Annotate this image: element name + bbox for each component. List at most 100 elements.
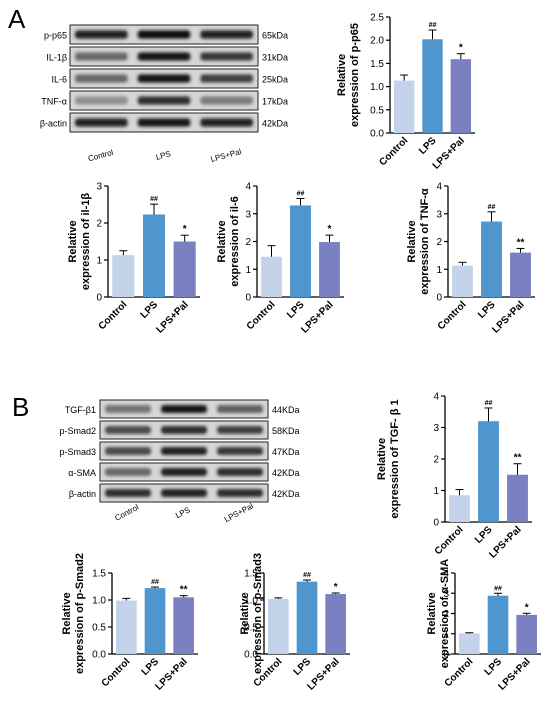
- bar-psmad3-0: [268, 598, 289, 654]
- x-tick-label-il1b-1: LPS: [139, 299, 161, 321]
- y-tick-label-psmad3-2: 1.0: [244, 596, 258, 607]
- blot-band-b-2-2: [217, 447, 263, 455]
- bar-il6-0: [261, 256, 282, 297]
- x-tick-label-tnfa-0: Control: [436, 299, 469, 332]
- significance-mark-il1b-2: *: [183, 224, 187, 235]
- y-axis-label-psmad2-0: Relative: [61, 592, 73, 634]
- western-blot-b-svg: TGF-β1 44KDa p-Smad2 58KDa p-Smad3 47KDa α-SMA…: [59, 399, 300, 524]
- bar-il1b-2: [173, 241, 196, 297]
- significance-mark-psmad3-1: ##: [303, 572, 311, 579]
- blot-band-a-0-0: [75, 30, 128, 39]
- y-tick-label-il1b-2: 2: [96, 219, 102, 230]
- blot-band-a-2-0: [75, 74, 128, 83]
- x-tick-label-il6-0: Control: [245, 299, 278, 332]
- y-axis-label-il6-1: expression of il-6: [229, 196, 241, 286]
- blot-kda-b-4: 42KDa: [272, 489, 300, 499]
- bar-il6-2: [319, 242, 340, 297]
- x-tick-label-asma-1: LPS: [483, 656, 505, 678]
- panel-label-b: B: [12, 392, 30, 422]
- y-axis-label-tnfa-1: expression of TNF-α: [419, 188, 431, 295]
- blot-lane-b-0: Control: [113, 503, 140, 523]
- blot-band-b-1-1: [161, 426, 207, 434]
- blot-lane-b-2: LPS+Pal: [223, 501, 255, 524]
- blot-band-a-1-0: [75, 52, 128, 61]
- significance-mark-asma-1: ##: [494, 585, 502, 592]
- bar-il1b-1: [142, 214, 166, 297]
- blot-band-b-2-0: [105, 447, 151, 455]
- y-axis-label-psmad3-1: expression of p-Smad3: [252, 553, 264, 674]
- y-tick-label-asma-3: 3: [443, 589, 449, 600]
- panel-label-a: A: [8, 4, 26, 34]
- blot-band-a-0-2: [200, 30, 253, 39]
- blot-band-a-4-1: [137, 118, 191, 127]
- blot-band-b-1-2: [217, 426, 263, 434]
- blot-band-a-3-0: [75, 96, 128, 105]
- blot-band-a-3-1: [137, 96, 191, 105]
- y-axis-label-il1b-1: expression of il-1β: [80, 193, 92, 290]
- y-tick-label-asma-2: 2: [443, 609, 449, 620]
- blot-lane-a-0: Control: [87, 148, 114, 163]
- blot-label-b-4: β-actin: [69, 489, 96, 499]
- blot-band-b-3-1: [161, 468, 207, 476]
- significance-mark-il1b-1: ##: [150, 196, 158, 203]
- x-tick-label-psmad2-0: Control: [100, 656, 133, 689]
- chart-psmad3: 0.0 0.5 1.0 1.5 Relative expression of p-Smad…: [239, 553, 350, 693]
- blot-kda-a-4: 42kDa: [262, 119, 288, 129]
- blot-kda-a-0: 65kDa: [262, 31, 288, 41]
- significance-mark-psmad2-2: **: [180, 585, 188, 596]
- blot-band-a-2-1: [137, 74, 191, 83]
- significance-mark-tnfa-1: ##: [488, 204, 496, 211]
- y-tick-label-il6-0: 0: [245, 293, 251, 304]
- western-blot-a: p-p65 65kDa IL-1β 31kDa IL-6 25kDa TNF-α 17kDa β…: [0, 0, 550, 170]
- y-tick-label-psmad3-1: 0.5: [244, 623, 258, 634]
- x-tick-label-tnfa-2: LPS+Pal: [490, 299, 526, 335]
- chart-psmad2: 0.0 0.5 1.0 1.5 Relative expression of p-Smad…: [61, 553, 198, 693]
- x-tick-label-psmad2-1: LPS: [140, 656, 162, 678]
- chart-il1b: 0 1 2 3 Relative expression of il-1β Control ##…: [67, 182, 200, 336]
- y-tick-label-il6-1: 1: [245, 265, 251, 276]
- blot-label-a-0: p-p65: [44, 31, 67, 41]
- significance-mark-tnfa-2: **: [517, 237, 525, 248]
- y-tick-label-psmad2-2: 1.0: [92, 596, 106, 607]
- blot-label-b-0: TGF-β1: [65, 405, 96, 415]
- significance-mark-il6-2: *: [328, 224, 332, 235]
- significance-mark-psmad3-2: *: [334, 582, 338, 593]
- blot-label-a-4: β-actin: [40, 119, 67, 129]
- blot-band-b-4-2: [217, 489, 263, 497]
- bar-tnfa-0: [452, 265, 473, 297]
- bar-tnfa-2: [510, 252, 531, 297]
- blot-band-b-1-0: [105, 426, 151, 434]
- y-axis-label-psmad3-0: Relative: [239, 592, 251, 634]
- blot-band-a-0-1: [137, 30, 191, 39]
- bar-psmad3-2: [325, 594, 346, 654]
- blot-band-b-0-2: [217, 405, 263, 413]
- y-tick-label-asma-0: 0: [443, 650, 449, 661]
- blot-label-b-3: α-SMA: [68, 468, 96, 478]
- blot-band-a-4-0: [75, 118, 128, 127]
- blot-band-b-3-2: [217, 468, 263, 476]
- y-tick-label-psmad2-3: 1.5: [92, 569, 106, 580]
- y-tick-label-tnfa-1: 1: [436, 265, 442, 276]
- bar-psmad2-1: [144, 588, 166, 654]
- y-tick-label-il1b-3: 3: [96, 182, 102, 193]
- y-tick-label-psmad2-0: 0.0: [92, 650, 106, 661]
- blot-kda-a-2: 25kDa: [262, 75, 288, 85]
- significance-mark-asma-2: *: [525, 602, 529, 613]
- y-axis-label-asma-0: Relative: [426, 592, 438, 634]
- x-tick-label-psmad3-1: LPS: [292, 656, 314, 678]
- y-tick-label-asma-4: 4: [443, 569, 449, 580]
- bar-tnfa-1: [481, 221, 502, 297]
- blot-kda-b-2: 47KDa: [272, 447, 300, 457]
- y-tick-label-tnfa-4: 4: [436, 182, 442, 193]
- x-tick-label-asma-0: Control: [443, 656, 476, 689]
- y-axis-label-psmad2-1: expression of p-Smad2: [74, 553, 86, 674]
- blot-band-a-1-1: [137, 52, 191, 61]
- x-tick-label-asma-2: LPS+Pal: [497, 656, 533, 692]
- y-tick-label-tnfa-2: 2: [436, 237, 442, 248]
- blot-band-a-2-2: [200, 74, 253, 83]
- blot-label-b-2: p-Smad3: [59, 447, 96, 457]
- x-tick-label-il6-1: LPS: [285, 299, 307, 321]
- y-tick-label-psmad2-1: 0.5: [92, 623, 106, 634]
- blot-band-a-1-2: [200, 52, 253, 61]
